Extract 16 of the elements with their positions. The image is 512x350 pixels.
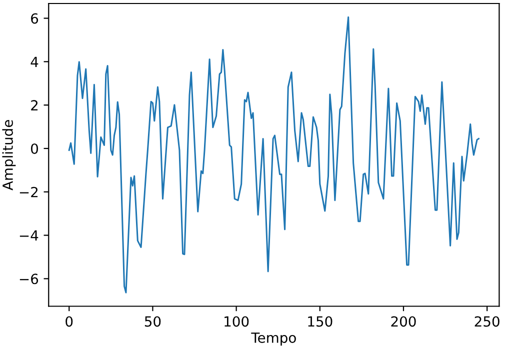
x-tick-label: 200 — [391, 316, 416, 327]
x-axis-title: Tempo — [251, 332, 296, 346]
y-tick-label: 0 — [30, 143, 38, 154]
y-tick-label: 6 — [31, 13, 38, 24]
y-tick-label: 2 — [31, 100, 38, 110]
y-tick-label: 4 — [30, 56, 38, 67]
y-tick-label: −2 — [20, 186, 38, 198]
y-tick-label: −4 — [20, 230, 38, 241]
y-axis-title: Amplitude — [2, 120, 16, 190]
x-tick-label: 0 — [66, 316, 73, 327]
x-tick-label: 250 — [474, 316, 500, 327]
x-tick-label: 150 — [308, 316, 332, 327]
x-tick-label: 100 — [224, 316, 249, 327]
x-tick-label: 50 — [144, 316, 161, 327]
y-tick-label: −6 — [20, 274, 38, 284]
line-series — [68, 16, 480, 294]
